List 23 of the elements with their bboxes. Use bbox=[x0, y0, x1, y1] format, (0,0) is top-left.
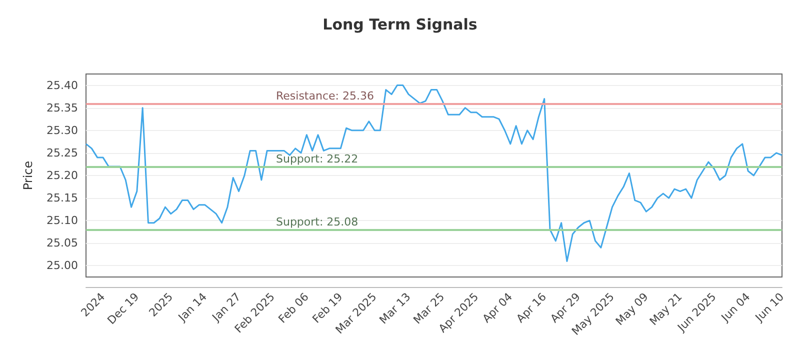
y-tick-label: 25.00 bbox=[46, 259, 78, 272]
y-tick-label: 25.35 bbox=[46, 101, 78, 114]
chart-title: Long Term Signals bbox=[322, 16, 478, 34]
y-tick-label: 25.20 bbox=[46, 169, 78, 182]
x-tick-label: Apr 16 bbox=[514, 290, 549, 326]
y-tick-label: 25.05 bbox=[46, 236, 78, 250]
x-tick-label: Feb 06 bbox=[276, 290, 312, 326]
y-tick-label: 25.30 bbox=[46, 124, 78, 137]
x-tick-label: Jun 10 bbox=[752, 290, 787, 325]
ref-line-label: Support: 25.08 bbox=[276, 216, 358, 229]
x-tick-label: Mar 13 bbox=[376, 290, 414, 327]
x-tick-label: Apr 04 bbox=[480, 290, 515, 326]
ref-line-label: Resistance: 25.36 bbox=[276, 89, 374, 102]
y-axis-title: Price bbox=[21, 160, 35, 190]
x-tick-label: Dec 19 bbox=[104, 290, 142, 327]
y-tick-label: 25.25 bbox=[46, 146, 78, 160]
x-tick-label: Jun 04 bbox=[718, 290, 753, 325]
line-series bbox=[85, 84, 783, 262]
x-tick-label: Jan 14 bbox=[175, 290, 210, 325]
y-tick-label: 25.10 bbox=[46, 214, 78, 228]
ref-line-label: Support: 25.22 bbox=[276, 152, 358, 166]
y-tick-label: 25.15 bbox=[46, 192, 78, 205]
y-tick-label: 25.40 bbox=[46, 78, 78, 92]
